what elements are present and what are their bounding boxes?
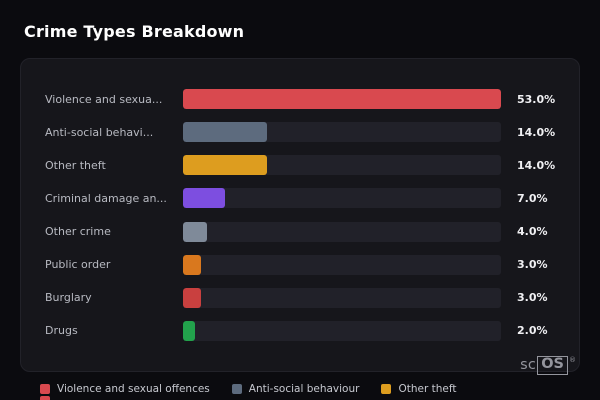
bar-row: Anti-social behavi... 14.0% bbox=[45, 122, 557, 143]
bar-row: Drugs 2.0% bbox=[45, 320, 557, 341]
bar-track bbox=[183, 254, 501, 275]
chart-card: Violence and sexua... 53.0% Anti-social be… bbox=[20, 58, 580, 372]
scos-logo: sc OS ® bbox=[520, 356, 576, 375]
value-label: 4.0% bbox=[517, 225, 548, 239]
page-title: Crime Types Breakdown bbox=[24, 22, 245, 41]
legend-item[interactable]: Violence and sexual offences bbox=[40, 383, 210, 395]
registered-mark: ® bbox=[569, 356, 576, 364]
value-label: 7.0% bbox=[517, 191, 548, 205]
scos-logo-boxed: OS bbox=[537, 356, 568, 375]
value-label: 14.0% bbox=[517, 125, 556, 139]
value-label: 3.0% bbox=[517, 258, 548, 272]
bar-row: Burglary 3.0% bbox=[45, 287, 557, 308]
value-label: 3.0% bbox=[517, 291, 548, 305]
bar-track bbox=[183, 320, 501, 341]
category-label: Public order bbox=[45, 258, 111, 272]
bar-fill[interactable] bbox=[183, 254, 201, 275]
bar-track bbox=[183, 221, 501, 242]
bar-row: Violence and sexua... 53.0% bbox=[45, 89, 557, 109]
legend-label: Other theft bbox=[398, 383, 457, 395]
bar-fill[interactable] bbox=[183, 188, 225, 209]
bar-track bbox=[183, 188, 501, 209]
legend-label: Anti-social behaviour bbox=[248, 383, 360, 395]
bar-track bbox=[183, 122, 501, 143]
bar-fill[interactable] bbox=[183, 122, 267, 143]
category-label: Anti-social behavi... bbox=[45, 125, 154, 139]
category-label: Drugs bbox=[45, 324, 78, 338]
bar-fill[interactable] bbox=[183, 221, 207, 242]
legend-swatch bbox=[40, 384, 50, 394]
legend-row: Violence and sexual offences Anti-social … bbox=[40, 383, 456, 395]
category-label: Criminal damage an... bbox=[45, 191, 167, 205]
value-label: 53.0% bbox=[517, 92, 556, 106]
legend-swatch bbox=[231, 384, 242, 394]
category-label: Burglary bbox=[45, 291, 92, 305]
bar-row: Criminal damage an... 7.0% bbox=[45, 188, 557, 209]
bar-row: Public order 3.0% bbox=[45, 254, 557, 275]
legend-swatch bbox=[381, 384, 392, 394]
bar-row: Other crime 4.0% bbox=[45, 221, 557, 242]
bar-fill[interactable] bbox=[183, 155, 267, 176]
bar-row: Other theft 14.0% bbox=[45, 155, 557, 176]
category-label: Violence and sexua... bbox=[45, 92, 163, 106]
value-label: 14.0% bbox=[517, 158, 556, 172]
bar-fill[interactable] bbox=[183, 320, 195, 341]
category-label: Other theft bbox=[45, 158, 106, 172]
legend-label: Violence and sexual offences bbox=[57, 383, 210, 395]
bar-track bbox=[183, 155, 501, 176]
legend-item[interactable]: Other theft bbox=[381, 383, 456, 395]
bar-rows: Violence and sexua... 53.0% Anti-social be… bbox=[45, 89, 557, 341]
legend-item[interactable]: Anti-social behaviour bbox=[231, 383, 360, 395]
scos-logo-prefix: sc bbox=[520, 357, 537, 374]
bar-fill[interactable] bbox=[183, 287, 201, 308]
bar-fill[interactable] bbox=[183, 89, 501, 109]
legend-overflow-swatch bbox=[40, 396, 50, 400]
bar-track bbox=[183, 89, 501, 109]
bar-track bbox=[183, 287, 501, 308]
value-label: 2.0% bbox=[517, 324, 548, 338]
category-label: Other crime bbox=[45, 225, 111, 239]
